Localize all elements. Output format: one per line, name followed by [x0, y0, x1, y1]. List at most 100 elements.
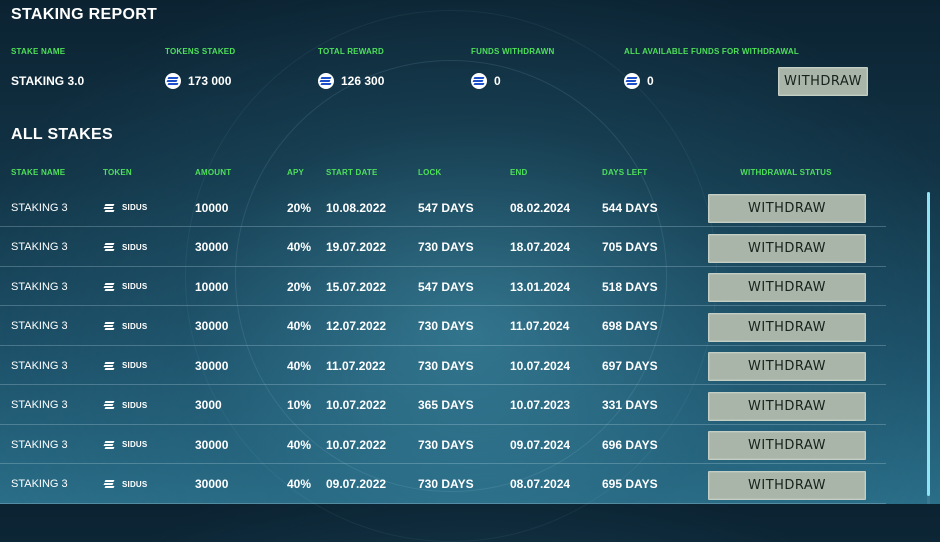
summary-label-funds-withdrawn: FUNDS WITHDRAWN [471, 47, 555, 56]
row-divider [0, 226, 886, 227]
cell-days-left: 697 DAYS [602, 358, 658, 373]
withdraw-button[interactable]: WITHDRAW [708, 312, 866, 342]
withdraw-button[interactable]: WITHDRAW [708, 470, 866, 500]
cell-token: SIDUS [103, 386, 147, 425]
cell-token: SIDUS [103, 267, 147, 306]
cell-name: STAKING 3 [11, 438, 68, 451]
sidus-coin-icon [471, 73, 487, 89]
cell-amount: 30000 [195, 437, 229, 452]
sidus-coin-icon [103, 280, 117, 294]
cell-lock: 730 DAYS [418, 319, 474, 333]
cell-days-left: 705 DAYS [602, 240, 658, 254]
cell-lock: 730 DAYS [418, 437, 474, 452]
scrollbar-thumb[interactable] [927, 192, 930, 496]
token-name: SIDUS [122, 242, 148, 252]
cell-apy: 10% [287, 398, 312, 412]
cell-name: STAKING 3 [11, 399, 68, 411]
row-divider [0, 344, 886, 346]
row-divider [0, 384, 886, 385]
cell-end: 08.07.2024 [510, 477, 571, 491]
cell-apy: 40% [287, 437, 312, 452]
cell-end: 08.02.2024 [510, 200, 571, 215]
summary-available: 0 [624, 72, 654, 90]
sidus-coin-icon [103, 240, 117, 254]
cell-end: 11.07.2024 [510, 319, 570, 333]
withdraw-button[interactable]: WITHDRAW [708, 233, 866, 263]
cell-lock: 365 DAYS [418, 398, 474, 412]
withdraw-all-button[interactable]: WITHDRAW [778, 67, 868, 96]
sidus-coin-icon [103, 319, 117, 333]
summary-label-total-reward: TOTAL REWARD [318, 47, 384, 56]
column-header-end: END [510, 168, 528, 177]
summary-stake-name: STAKING 3.0 [11, 72, 84, 90]
column-header-lock: LOCK [418, 168, 442, 177]
sidus-coin-icon [103, 438, 117, 452]
table-row: STAKING 3 SIDUS 30000 40% 12.07.2022 730 DAYS… [0, 307, 886, 346]
token-name: SIDUS [122, 321, 148, 331]
sidus-coin-icon [318, 73, 334, 89]
sidus-coin-icon [165, 73, 181, 89]
cell-apy: 40% [287, 477, 312, 491]
withdraw-button[interactable]: WITHDRAW [708, 431, 866, 460]
cell-amount: 30000 [195, 477, 229, 491]
cell-start: 10.07.2022 [326, 437, 387, 452]
cell-token: SIDUS [103, 228, 147, 267]
cell-amount: 30000 [195, 240, 229, 254]
withdraw-button[interactable]: WITHDRAW [708, 194, 866, 223]
cell-apy: 40% [287, 319, 312, 333]
cell-end: 10.07.2024 [510, 358, 571, 373]
token-name: SIDUS [122, 203, 148, 212]
column-header-withdrawal-status: WITHDRAWAL STATUS [740, 168, 832, 177]
cell-start: 09.07.2022 [326, 477, 387, 491]
row-divider [0, 463, 886, 464]
column-header-apy: APY [287, 168, 305, 177]
sidus-coin-icon [103, 201, 117, 215]
summary-label-tokens-staked: TOKENS STAKED [165, 47, 236, 56]
cell-apy: 20% [287, 279, 312, 294]
cell-start: 15.07.2022 [326, 279, 387, 294]
cell-amount: 30000 [195, 319, 229, 333]
staking-report-title: STAKING REPORT [11, 6, 158, 23]
sidus-coin-icon [103, 398, 117, 412]
cell-token: SIDUS [103, 307, 147, 346]
token-name: SIDUS [122, 479, 148, 489]
cell-token: SIDUS [103, 346, 147, 385]
summary-label-available: ALL AVAILABLE FUNDS FOR WITHDRAWAL [624, 47, 799, 56]
cell-name: STAKING 3 [11, 280, 68, 293]
cell-start: 10.07.2022 [326, 398, 387, 412]
withdraw-button[interactable]: WITHDRAW [708, 273, 866, 302]
table-row: STAKING 3 SIDUS 30000 40% 11.07.2022 730 DAYS… [0, 346, 886, 385]
sidus-coin-icon [103, 477, 117, 491]
withdraw-button[interactable]: WITHDRAW [708, 352, 866, 381]
table-row: STAKING 3 SIDUS 10000 20% 15.07.2022 547 DAYS… [0, 267, 886, 306]
summary-total-reward: 126 300 [318, 72, 384, 90]
table-row: STAKING 3 SIDUS 10000 20% 10.08.2022 547 DAYS… [0, 188, 886, 227]
summary-label-stake-name: STAKE NAME [11, 47, 66, 56]
cell-apy: 40% [287, 358, 312, 373]
summary-value: 0 [494, 74, 501, 88]
table-row: STAKING 3 SIDUS 30000 40% 10.07.2022 730 DAYS… [0, 425, 886, 464]
cell-lock: 730 DAYS [418, 358, 474, 373]
cell-name: STAKING 3 [11, 320, 68, 332]
cell-name: STAKING 3 [11, 478, 68, 490]
token-name: SIDUS [122, 361, 148, 370]
row-divider [0, 423, 886, 425]
summary-value: 0 [647, 74, 654, 88]
cell-lock: 730 DAYS [418, 477, 474, 491]
summary-value: STAKING 3.0 [11, 74, 85, 88]
token-name: SIDUS [122, 440, 148, 449]
cell-lock: 547 DAYS [418, 200, 474, 215]
cell-end: 09.07.2024 [510, 437, 571, 452]
table-row: STAKING 3 SIDUS 3000 10% 10.07.2022 365 DAYS 1… [0, 386, 886, 425]
row-divider [0, 265, 886, 267]
withdraw-button[interactable]: WITHDRAW [708, 391, 866, 421]
cell-days-left: 331 DAYS [602, 398, 658, 412]
column-header-days-left: DAYS LEFT [602, 168, 648, 177]
table-row: STAKING 3 SIDUS 30000 40% 19.07.2022 730 DAYS… [0, 228, 886, 267]
cell-start: 12.07.2022 [326, 319, 387, 333]
cell-days-left: 695 DAYS [602, 477, 658, 491]
cell-start: 19.07.2022 [326, 240, 387, 254]
sidus-coin-icon [103, 359, 117, 373]
cell-days-left: 544 DAYS [602, 200, 658, 215]
cell-token: SIDUS [103, 425, 147, 464]
